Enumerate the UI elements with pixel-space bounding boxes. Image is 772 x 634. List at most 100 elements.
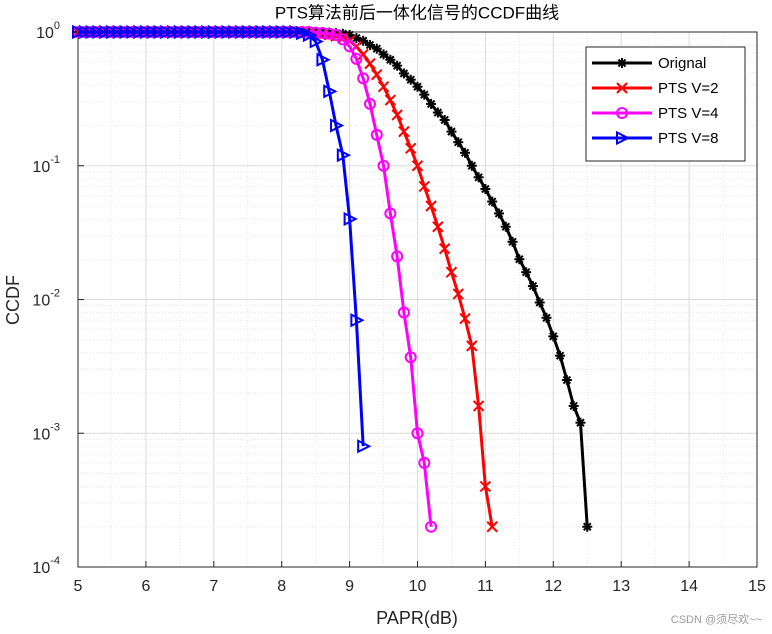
- marker-shape: [316, 27, 329, 40]
- marker-asterisk: [534, 297, 545, 308]
- marker-asterisk: [548, 331, 559, 342]
- tick-exponent: -3: [50, 421, 60, 433]
- legend-label: PTS V=8: [658, 130, 718, 147]
- marker-stroke: [576, 418, 585, 427]
- marker-triangle-right: [343, 211, 358, 227]
- y-tick-label: 10-1: [32, 154, 60, 176]
- y-tick-label: 100: [36, 20, 60, 42]
- marker-stroke: [425, 200, 437, 212]
- marker-stroke: [528, 281, 538, 291]
- marker-stroke: [466, 340, 478, 352]
- marker-triangle-right: [268, 24, 284, 40]
- x-tick-label: 9: [345, 578, 354, 595]
- marker-shape: [425, 520, 438, 533]
- tick-base: 10: [32, 426, 50, 443]
- marker-circle: [411, 427, 424, 440]
- marker-x: [438, 242, 451, 255]
- marker-circle: [363, 97, 376, 110]
- marker-x: [445, 266, 458, 278]
- marker-shape: [377, 159, 390, 172]
- marker-stroke: [352, 33, 361, 43]
- marker-asterisk: [432, 107, 443, 118]
- marker-stroke: [508, 237, 517, 247]
- marker-triangle-right: [201, 24, 216, 40]
- marker-x: [432, 221, 444, 233]
- marker-triangle-right: [275, 24, 290, 40]
- tick-exponent: -4: [50, 555, 60, 567]
- plot-frame: [77, 31, 758, 568]
- marker-shape: [153, 24, 168, 40]
- x-tick-label: 13: [612, 578, 630, 595]
- marker-asterisk: [568, 400, 579, 411]
- marker-x: [371, 68, 383, 81]
- marker-triangle-right: [616, 130, 631, 146]
- marker-stroke: [501, 222, 510, 231]
- marker-triangle-right: [126, 24, 141, 40]
- marker-asterisk: [521, 267, 532, 278]
- marker-stroke: [616, 82, 628, 94]
- marker-shape: [616, 107, 628, 119]
- marker-asterisk: [446, 126, 457, 137]
- marker-triangle-right: [255, 24, 270, 40]
- tick-exponent: 0: [54, 20, 60, 32]
- x-tick-label: 6: [141, 578, 150, 595]
- tick-base: 10: [36, 25, 54, 42]
- marker-triangle-right: [78, 24, 94, 40]
- legend-box: [585, 46, 746, 162]
- marker-stroke: [438, 242, 451, 255]
- marker-shape: [363, 97, 376, 110]
- marker-x: [616, 82, 628, 94]
- marker-triangle-right: [194, 24, 209, 40]
- marker-shape: [275, 24, 290, 40]
- marker-asterisk: [419, 89, 430, 100]
- marker-stroke: [372, 44, 381, 53]
- marker-shape: [616, 130, 631, 146]
- marker-stroke: [454, 137, 463, 147]
- marker-stroke: [413, 82, 422, 91]
- marker-asterisk: [527, 281, 538, 292]
- marker-shape: [72, 24, 87, 40]
- y-axis-label: CCDF: [3, 275, 23, 325]
- marker-triangle-right: [99, 24, 114, 40]
- marker-triangle-right: [262, 24, 277, 40]
- marker-shape: [146, 24, 161, 40]
- marker-triangle-right: [187, 24, 202, 40]
- marker-triangle-right: [207, 24, 223, 40]
- marker-shape: [78, 24, 94, 40]
- marker-shape: [139, 24, 155, 40]
- marker-x: [364, 57, 376, 70]
- marker-x: [384, 94, 397, 106]
- marker-stroke: [452, 288, 464, 300]
- marker-shape: [119, 24, 134, 40]
- y-tick-label: 10-2: [32, 287, 60, 309]
- tick-base: 10: [32, 159, 50, 176]
- marker-triangle-right: [92, 24, 107, 40]
- marker-circle: [397, 306, 410, 319]
- marker-stroke: [494, 209, 504, 218]
- marker-asterisk: [378, 49, 389, 60]
- marker-triangle-right: [173, 24, 189, 40]
- marker-asterisk: [364, 39, 375, 50]
- marker-stroke: [386, 55, 395, 64]
- x-tick-label: 15: [748, 578, 766, 595]
- marker-stroke: [379, 50, 388, 59]
- marker-asterisk: [561, 375, 572, 386]
- marker-stroke: [391, 109, 403, 121]
- marker-stroke: [364, 57, 376, 70]
- marker-shape: [126, 24, 141, 40]
- marker-stroke: [535, 298, 544, 307]
- marker-stroke: [515, 255, 524, 264]
- marker-asterisk: [582, 521, 593, 532]
- marker-asterisk: [439, 114, 450, 125]
- marker-shape: [296, 26, 311, 41]
- marker-shape: [330, 118, 345, 133]
- marker-x: [391, 109, 403, 121]
- marker-triangle-right: [167, 24, 182, 40]
- marker-stroke: [481, 184, 490, 194]
- marker-triangle-right: [221, 24, 236, 40]
- marker-x: [398, 125, 410, 138]
- marker-asterisk: [493, 208, 504, 219]
- marker-shape: [302, 27, 318, 43]
- marker-triangle-right: [153, 24, 168, 40]
- marker-stroke: [549, 332, 558, 341]
